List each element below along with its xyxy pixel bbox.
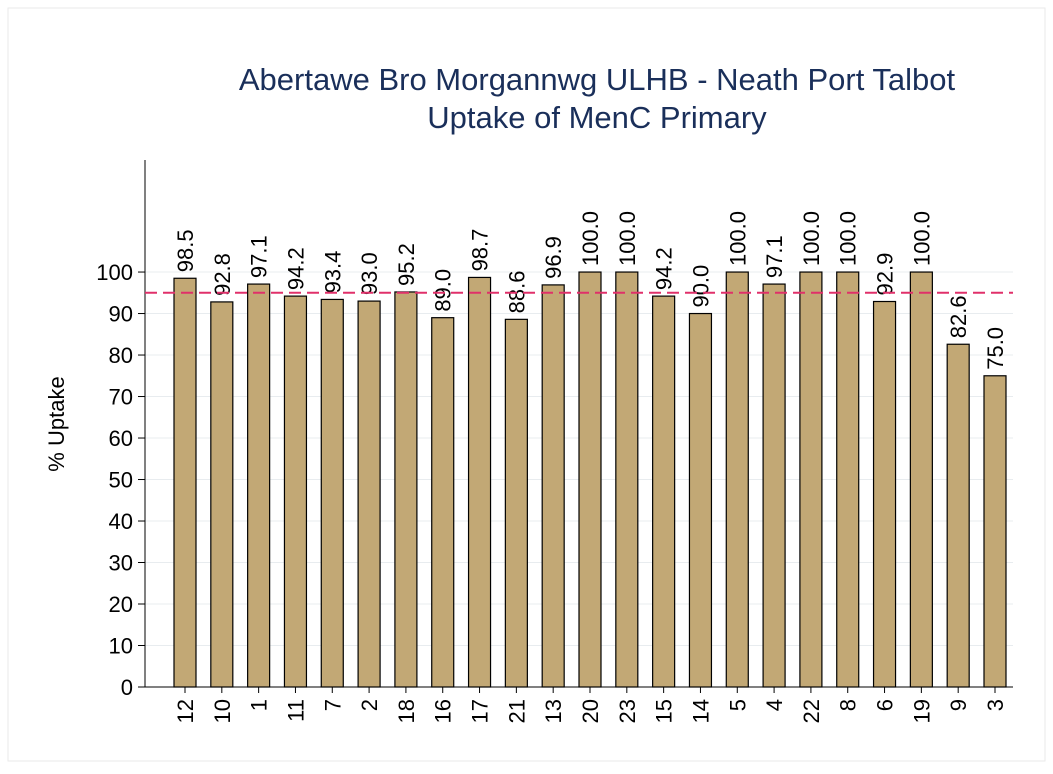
value-label: 100.0 <box>615 211 640 266</box>
x-tick-label: 2 <box>357 699 382 711</box>
y-tick-label: 10 <box>109 634 133 659</box>
bar <box>983 375 1007 688</box>
bar <box>872 300 897 688</box>
bar <box>504 318 528 688</box>
y-tick-label: 20 <box>109 592 133 617</box>
bar <box>283 295 308 688</box>
value-label: 100.0 <box>909 211 934 266</box>
value-label: 100.0 <box>578 211 603 266</box>
x-tick-label: 10 <box>210 699 235 723</box>
x-tick-label: 13 <box>541 699 566 723</box>
x-tick-label: 20 <box>578 699 603 723</box>
bar <box>210 301 234 688</box>
x-tick-label: 8 <box>836 699 861 711</box>
x-tick-label: 16 <box>431 699 456 723</box>
y-tick-label: 70 <box>109 385 133 410</box>
x-tick-label: 19 <box>909 699 934 723</box>
x-tick-label: 22 <box>799 699 824 723</box>
y-tick-label: 30 <box>109 551 133 576</box>
bar <box>467 276 492 688</box>
value-label: 100.0 <box>836 211 861 266</box>
x-tick-label: 23 <box>615 699 640 723</box>
bar <box>762 283 786 688</box>
value-label: 90.0 <box>688 265 713 308</box>
value-label: 95.2 <box>394 243 419 286</box>
value-label: 92.9 <box>873 253 898 296</box>
y-tick-label: 100 <box>96 260 133 285</box>
x-tick-label: 4 <box>762 699 787 711</box>
x-tick-label: 18 <box>394 699 419 723</box>
bar <box>357 300 381 688</box>
x-tick-label: 9 <box>946 699 971 711</box>
bar <box>394 291 418 688</box>
chart-title: Uptake of MenC Primary <box>427 100 767 135</box>
x-tick-label: 21 <box>504 699 529 723</box>
value-label: 93.4 <box>320 251 345 294</box>
x-tick-label: 14 <box>688 699 713 723</box>
value-label: 94.2 <box>652 247 677 290</box>
chart-title: Abertawe Bro Morgannwg ULHB - Neath Port… <box>239 62 956 97</box>
value-label: 98.7 <box>468 229 493 272</box>
value-label: 94.2 <box>283 247 308 290</box>
x-tick-label: 7 <box>320 699 345 711</box>
x-tick-label: 5 <box>725 699 750 711</box>
x-tick-label: 12 <box>173 699 198 723</box>
value-label: 97.1 <box>762 235 787 278</box>
y-tick-label: 0 <box>121 675 133 700</box>
bar <box>652 295 676 688</box>
x-tick-label: 17 <box>468 699 493 723</box>
bar <box>615 271 639 688</box>
y-tick-label: 50 <box>109 468 133 493</box>
value-label: 93.0 <box>357 252 382 295</box>
bar <box>541 284 565 688</box>
x-tick-label: 1 <box>247 699 272 711</box>
bar <box>431 317 455 688</box>
x-tick-label: 11 <box>283 699 308 722</box>
bar <box>247 283 271 688</box>
bar <box>688 312 713 688</box>
y-tick-label: 40 <box>109 509 133 534</box>
y-tick-label: 90 <box>109 302 133 327</box>
bar <box>578 271 602 688</box>
y-tick-label: 80 <box>109 343 133 368</box>
bar <box>946 343 970 688</box>
bar <box>173 277 197 688</box>
value-label: 100.0 <box>725 211 750 266</box>
bar <box>836 271 860 688</box>
y-tick-label: 60 <box>109 426 133 451</box>
bar <box>725 271 749 688</box>
x-tick-label: 6 <box>873 699 898 711</box>
value-label: 98.5 <box>173 229 198 272</box>
value-label: 89.0 <box>431 269 456 312</box>
value-label: 92.8 <box>210 253 235 296</box>
value-label: 75.0 <box>983 327 1008 370</box>
bar <box>909 271 933 688</box>
y-axis-label: % Uptake <box>44 376 69 471</box>
value-label: 82.6 <box>946 295 971 338</box>
value-label: 96.9 <box>541 236 566 279</box>
x-tick-label: 15 <box>652 699 677 723</box>
bar <box>799 271 823 688</box>
x-tick-label: 3 <box>983 699 1008 711</box>
bar <box>320 298 344 688</box>
value-label: 97.1 <box>247 235 272 278</box>
value-label: 100.0 <box>799 211 824 266</box>
